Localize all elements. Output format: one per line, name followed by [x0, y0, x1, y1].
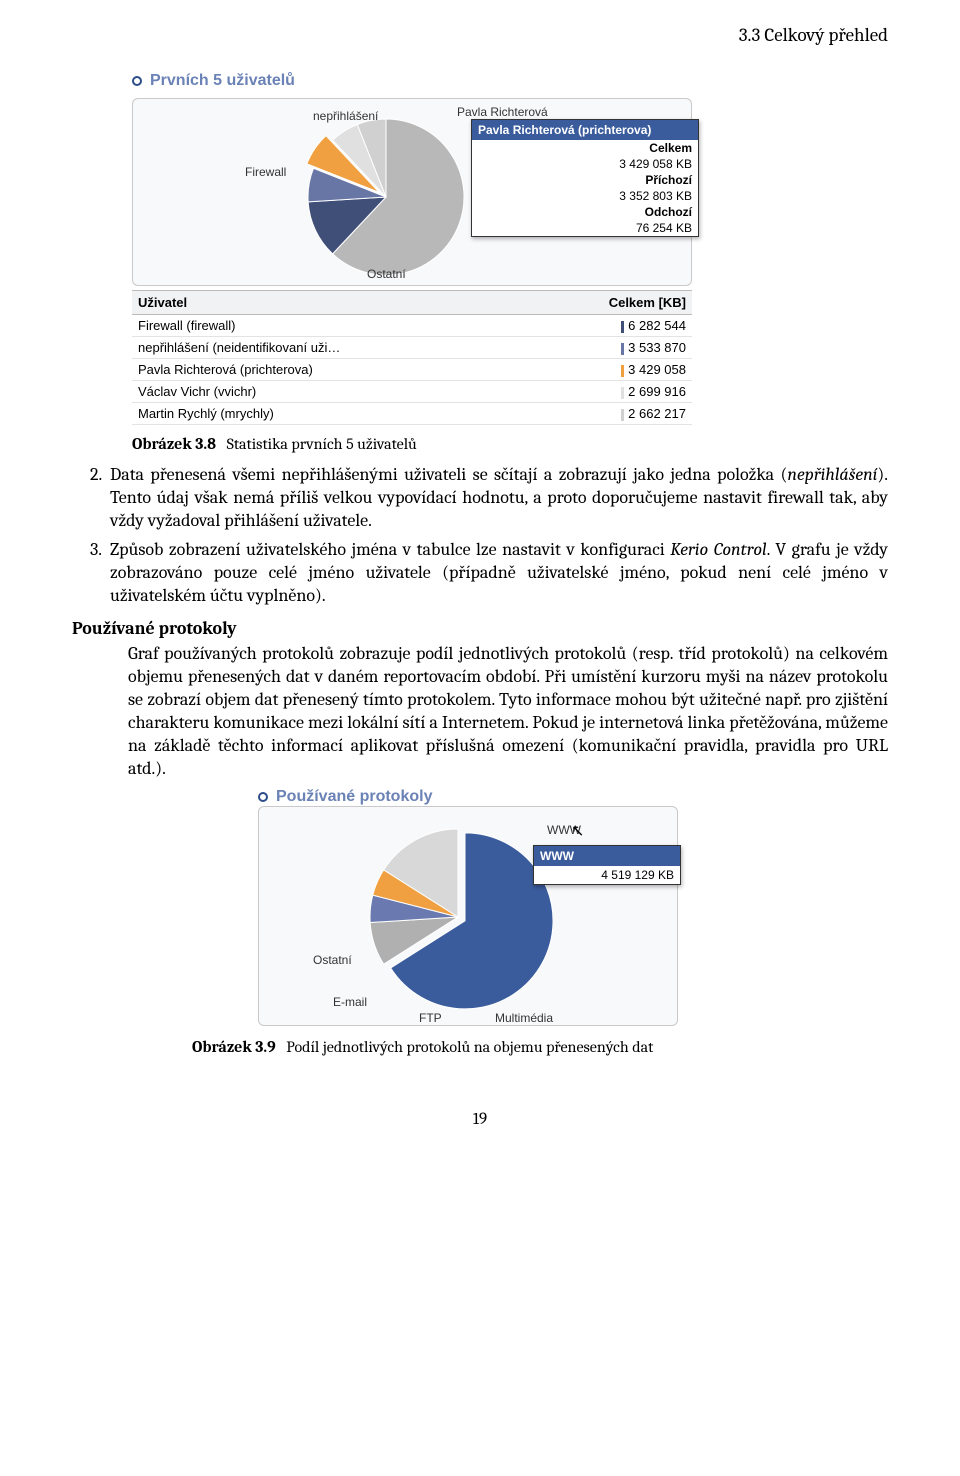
pie-label: FTP	[419, 1011, 442, 1025]
panel-title-1-text: Prvních 5 uživatelů	[150, 72, 295, 90]
page-header: 3.3 Celkový přehled	[72, 24, 888, 46]
caption-1-text: Statistika prvních 5 uživatelů	[227, 435, 417, 453]
user-table: Uživatel Celkem [KB] Firewall (firewall)…	[132, 290, 692, 425]
th-user: Uživatel	[132, 291, 527, 315]
caption-1-label: Obrázek 3.8	[132, 435, 216, 453]
pie-label: Ostatní	[367, 267, 406, 281]
item-2-idx: 2.	[72, 463, 100, 532]
panel-title-1: Prvních 5 uživatelů	[132, 72, 888, 90]
pie-label: E-mail	[333, 995, 367, 1009]
table-row: nepřihlášení (neidentifikovaní uži…3 533…	[132, 337, 692, 359]
section-title: Používané protokoly	[72, 617, 888, 640]
tooltip-1: Pavla Richterová (prichterova) Celkem3 4…	[471, 119, 699, 237]
panel-title-2-text: Používané protokoly	[276, 788, 432, 806]
caption-2: Obrázek 3.9 Podíl jednotlivých protokolů…	[192, 1038, 888, 1056]
bullet-icon	[258, 792, 268, 802]
protocols-paragraph: Graf používaných protokolů zobrazuje pod…	[72, 642, 888, 780]
table-row: Pavla Richterová (prichterova)3 429 058	[132, 359, 692, 381]
caption-2-text: Podíl jednotlivých protokolů na objemu p…	[286, 1038, 653, 1056]
table-row: Firewall (firewall)6 282 544	[132, 315, 692, 337]
panel-title-2: Používané protokoly	[258, 788, 888, 806]
item-2-text: Data přenesená všemi nepřihlášenými uživ…	[110, 463, 888, 532]
chart-box-1: Ostatní Firewall nepřihlášení Pavla Richter…	[132, 98, 692, 286]
item-3-text: Způsob zobrazení uživatelského jména v t…	[110, 538, 888, 607]
chart-box-2: WWW Multimédia FTP E-mail Ostatní ↖ WWW 4 51…	[258, 806, 678, 1026]
table-row: Václav Vichr (vvichr)2 699 916	[132, 381, 692, 403]
item-3-idx: 3.	[72, 538, 100, 607]
tooltip-title: Pavla Richterová (prichterova)	[472, 120, 698, 140]
cursor-icon: ↖	[571, 821, 584, 841]
pie-label: nepřihlášení	[313, 109, 378, 123]
tooltip-2: WWW 4 519 129 KB	[533, 845, 681, 885]
bullet-icon	[132, 76, 142, 86]
pie-label: Multimédia	[495, 1011, 553, 1025]
pie-label: Ostatní	[313, 953, 352, 967]
tooltip-2-title: WWW	[534, 846, 680, 866]
pie-label: Firewall	[245, 165, 286, 179]
table-row: Martin Rychlý (mrychly)2 662 217	[132, 403, 692, 425]
tooltip-2-value: 4 519 129 KB	[534, 866, 680, 884]
figure-top-users: Prvních 5 uživatelů Ostatní Firewall nepři…	[132, 72, 888, 425]
th-total: Celkem [KB]	[527, 291, 692, 315]
figure-protocols: Používané protokoly WWW Multimédia FTP E-ma…	[258, 788, 888, 1026]
caption-1: Obrázek 3.8 Statistika prvních 5 uživate…	[132, 435, 888, 453]
body-text: 2. Data přenesená všemi nepřihlášenými u…	[72, 463, 888, 780]
page-number: 19	[72, 1110, 888, 1129]
caption-2-label: Obrázek 3.9	[192, 1038, 276, 1056]
pie-label: Pavla Richterová	[457, 105, 548, 119]
